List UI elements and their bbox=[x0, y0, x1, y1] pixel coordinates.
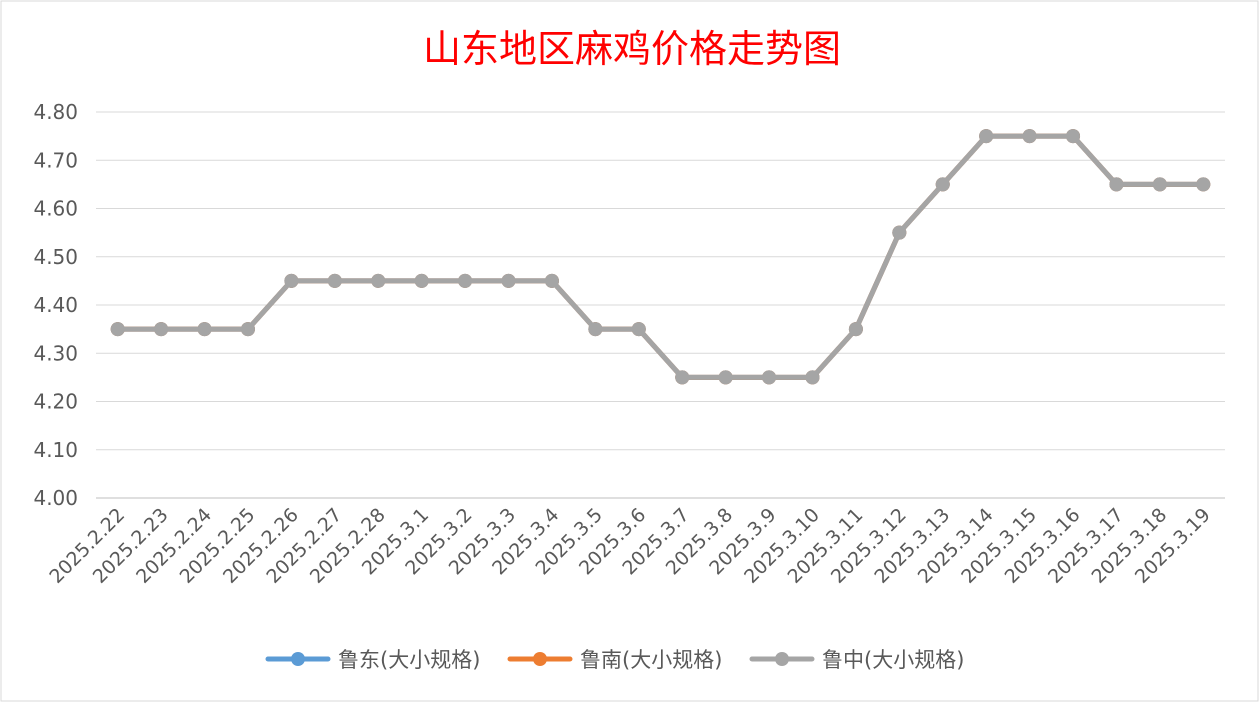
y-tick-label: 4.10 bbox=[33, 438, 78, 462]
data-point bbox=[1196, 177, 1211, 192]
data-point bbox=[1152, 177, 1167, 192]
y-tick-label: 4.00 bbox=[33, 486, 78, 510]
legend-item: 鲁中(大小规格) bbox=[749, 648, 964, 672]
data-point bbox=[805, 370, 820, 385]
data-point bbox=[544, 273, 559, 288]
y-tick-label: 4.60 bbox=[33, 197, 78, 221]
y-tick-label: 4.20 bbox=[33, 390, 78, 414]
series-line bbox=[115, 133, 1206, 380]
y-tick-label: 4.30 bbox=[33, 341, 78, 365]
legend-marker bbox=[533, 652, 547, 666]
data-point bbox=[631, 322, 646, 337]
data-point bbox=[327, 273, 342, 288]
data-point bbox=[935, 177, 950, 192]
y-tick-label: 4.80 bbox=[33, 100, 78, 124]
data-point bbox=[284, 273, 299, 288]
data-point bbox=[1109, 177, 1124, 192]
legend-item: 鲁南(大小规格) bbox=[507, 648, 722, 672]
data-point bbox=[892, 225, 907, 240]
data-point bbox=[1022, 129, 1037, 144]
y-tick-label: 4.70 bbox=[33, 148, 78, 172]
data-point bbox=[675, 370, 690, 385]
legend-marker bbox=[291, 652, 305, 666]
data-point bbox=[718, 370, 733, 385]
legend-marker bbox=[775, 652, 789, 666]
data-point bbox=[240, 322, 255, 337]
data-point bbox=[762, 370, 777, 385]
y-tick-label: 4.50 bbox=[33, 245, 78, 269]
legend-label: 鲁中(大小规格) bbox=[822, 648, 964, 672]
legend: 鲁东(大小规格) 鲁南(大小规格) 鲁中(大小规格) bbox=[265, 648, 964, 672]
gridlines bbox=[96, 111, 1225, 499]
data-point bbox=[588, 322, 603, 337]
series-2 bbox=[110, 129, 1211, 385]
data-point bbox=[458, 273, 473, 288]
data-point bbox=[979, 129, 994, 144]
legend-item: 鲁东(大小规格) bbox=[265, 648, 480, 672]
data-point bbox=[154, 322, 169, 337]
legend-label: 鲁东(大小规格) bbox=[338, 648, 480, 672]
data-point bbox=[371, 273, 386, 288]
legend-label: 鲁南(大小规格) bbox=[580, 648, 722, 672]
data-point bbox=[414, 273, 429, 288]
data-point bbox=[110, 322, 125, 337]
data-point bbox=[501, 273, 516, 288]
series-lines bbox=[110, 129, 1211, 385]
chart-title: 山东地区麻鸡价格走势图 bbox=[423, 27, 841, 71]
y-axis-ticks: 4.00 4.10 4.20 4.30 4.40 4.50 4.60 4.70 4.80 bbox=[33, 100, 78, 510]
y-tick-label: 4.40 bbox=[33, 293, 78, 317]
data-point bbox=[197, 322, 212, 337]
data-point bbox=[1066, 129, 1081, 144]
data-point bbox=[848, 322, 863, 337]
